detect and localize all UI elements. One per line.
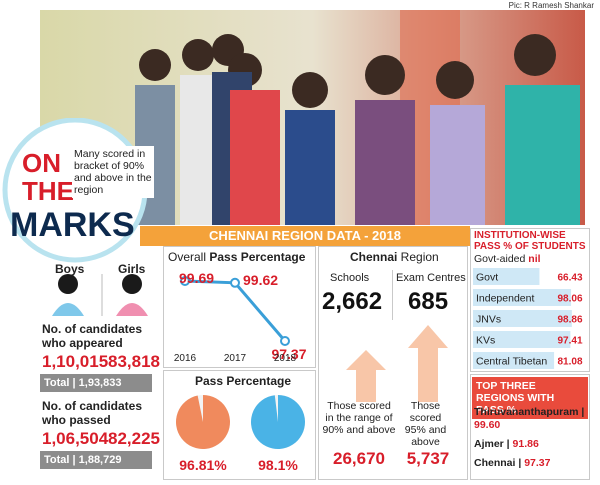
- institution-bars: Govt 66.43 Independent 98.06 JNVs 98.86 KVs 97.…: [473, 268, 583, 369]
- region-title-bold: Chennai: [350, 250, 398, 264]
- institution-bar: [473, 289, 572, 306]
- institution-name: Govt: [476, 272, 498, 284]
- institution-value: 81.08: [557, 357, 582, 368]
- institution-bar: [473, 268, 540, 285]
- institution-title: INSTITUTION-WISE PASS % OF STUDENTS: [474, 230, 586, 252]
- region-title-rest: Region: [397, 250, 439, 264]
- region-row: Chennai | 97.37: [474, 457, 588, 470]
- regions-box: [470, 374, 590, 480]
- institution-bar: [473, 352, 555, 369]
- badge-marks: MARKS: [10, 206, 135, 244]
- trend-point: [230, 277, 240, 288]
- pies-chart: 96.81% 98.1%: [176, 395, 305, 473]
- arrows: [346, 325, 448, 402]
- institution-name: Central Tibetan: [476, 356, 547, 368]
- region-value: 99.60: [474, 419, 501, 431]
- region-name: Chennai: [474, 457, 516, 469]
- schools-value: 2,662: [322, 288, 383, 315]
- institution-value: 98.86: [557, 315, 582, 326]
- trend-value: 97.37: [271, 346, 306, 362]
- trend-title-prefix: Overall: [168, 250, 210, 264]
- region-sep: |: [503, 438, 513, 450]
- passed-girls: 82,225: [108, 429, 160, 448]
- range-label: Those scored in the range of 90% and abo…: [322, 400, 396, 436]
- trend-title: Overall Pass Percentage: [168, 250, 305, 264]
- section-title: CHENNAI REGION DATA - 2018: [140, 226, 470, 246]
- above95-label: Those scored 95% and above: [404, 400, 447, 448]
- appeared-girls: 83,818: [108, 352, 160, 371]
- region-box: [318, 246, 468, 480]
- region-name: Ajmer: [474, 438, 504, 450]
- badge-the: THE: [22, 176, 74, 206]
- passed-boys: 1,06,504: [42, 429, 109, 448]
- region-title: Chennai Region: [350, 250, 439, 264]
- appeared-total: Total | 1,93,833: [40, 374, 152, 392]
- trend-year: 2017: [224, 353, 247, 364]
- region-value: 91.86: [512, 438, 539, 450]
- regions-title: TOP THREE REGIONS WITH PASS %: [472, 377, 588, 419]
- region-name: Thiruvananthapuram: [474, 406, 579, 418]
- appeared-boys: 1,10,015: [42, 352, 109, 371]
- region-row: Ajmer | 91.86: [474, 438, 588, 451]
- trend-box: [163, 246, 316, 368]
- region-sep: |: [515, 457, 525, 469]
- institution-name: JNVs: [476, 314, 501, 326]
- institution-value: 97.41: [557, 336, 582, 347]
- institution-name: Independent: [476, 293, 534, 305]
- boys-label: Boys: [55, 262, 85, 276]
- above95-value: 5,737: [406, 449, 450, 468]
- trend-value: 99.69: [179, 270, 214, 286]
- badge-on: ON: [22, 148, 61, 178]
- centres-value: 685: [408, 288, 449, 315]
- schools-label: Schools: [330, 272, 370, 284]
- range-value: 26,670: [333, 449, 385, 468]
- trend-value: 99.62: [243, 272, 278, 288]
- centres-label: Exam Centres: [396, 272, 466, 284]
- pie-label: 96.81%: [179, 457, 227, 473]
- pie-slice: [176, 395, 230, 449]
- pies-box: [163, 370, 316, 480]
- girls-label: Girls: [118, 262, 146, 276]
- govt-aided-label: Govt-aided: [474, 253, 526, 265]
- institution-value: 98.06: [557, 294, 582, 305]
- divider: [392, 270, 393, 320]
- trend-year: 2016: [174, 353, 197, 364]
- institution-value: 66.43: [557, 273, 582, 284]
- institution-box: [470, 228, 590, 372]
- gender-icons: [52, 274, 148, 316]
- trend-title-bold: Pass Percentage: [209, 250, 306, 264]
- region-value: 97.37: [524, 457, 551, 469]
- photo-credit: Pic: R Ramesh Shankar: [508, 1, 594, 10]
- regions-list: Thiruvananthapuram | 99.60 Ajmer | 91.86 C…: [474, 406, 588, 476]
- trend-year: 2018: [274, 353, 297, 364]
- govt-aided: Govt-aided nil: [474, 253, 541, 265]
- region-sep: |: [578, 406, 585, 418]
- badge-note: Many scored in bracket of 90% and above …: [72, 146, 154, 198]
- pie-slice: [251, 395, 305, 449]
- passed-total: Total | 1,88,729: [40, 451, 152, 469]
- appeared-label: No. of candidates who appeared: [42, 322, 143, 350]
- region-row: Thiruvananthapuram | 99.60: [474, 406, 588, 432]
- trend-point: [180, 276, 190, 286]
- govt-aided-value: nil: [528, 253, 541, 265]
- trend-line: [184, 279, 287, 342]
- passed-label: No. of candidates who passed: [42, 399, 143, 427]
- institution-bar: [473, 331, 571, 348]
- trend-point: [280, 336, 290, 346]
- institution-bar: [473, 310, 572, 327]
- pie-label: 98.1%: [258, 457, 298, 473]
- pies-title: Pass Percentage: [195, 374, 292, 388]
- institution-name: KVs: [476, 335, 495, 347]
